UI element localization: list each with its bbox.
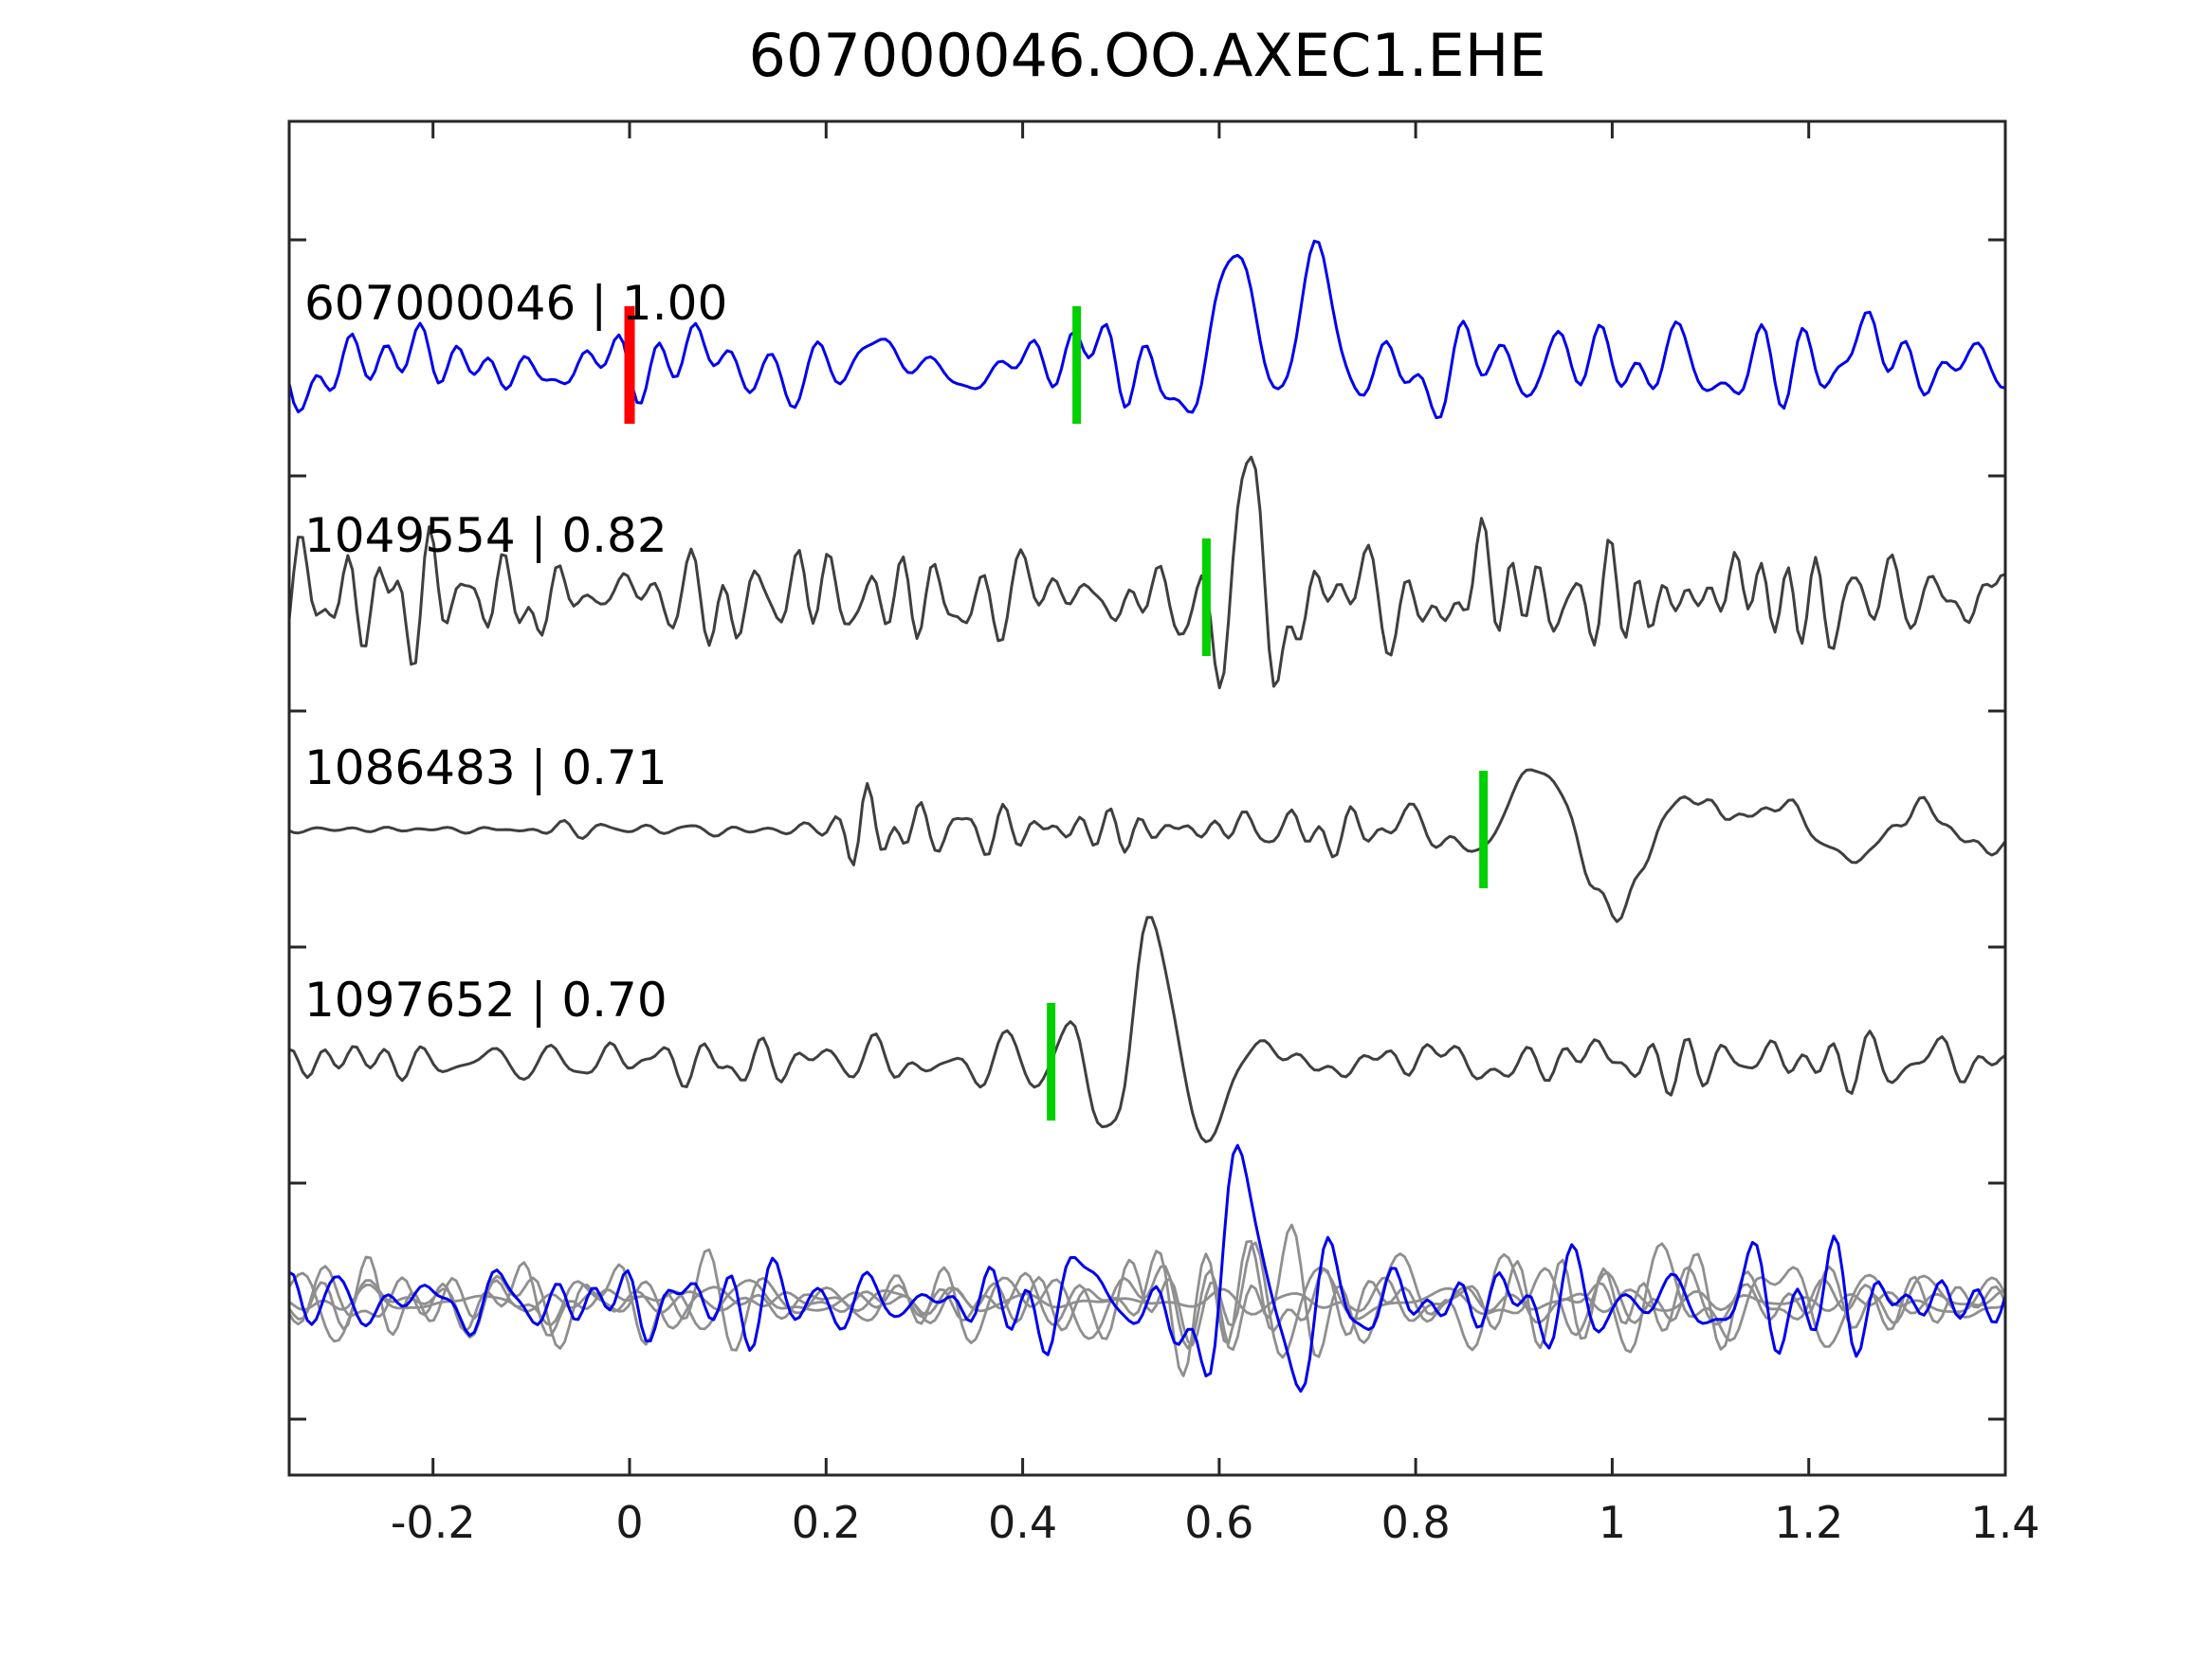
- traces-group: [289, 239, 2005, 1394]
- trace-label-detection-1: 1049554 | 0.82: [304, 508, 667, 563]
- x-tick-label: 1.2: [1774, 1497, 1844, 1548]
- x-tick-label: 0.2: [791, 1497, 861, 1548]
- waveform-trace: [289, 239, 2005, 420]
- x-tick-label: 0.8: [1380, 1497, 1451, 1548]
- waveform-canvas: [287, 119, 2007, 1477]
- plot-border: [287, 119, 2007, 1477]
- markers-group: [624, 306, 1489, 1121]
- axes-group: [287, 119, 2007, 1477]
- waveform-trace: [289, 768, 2005, 923]
- waveform-trace: [289, 455, 2005, 690]
- waveform-trace: [289, 916, 2005, 1143]
- trace-label-template: 607000046 | 1.00: [304, 276, 728, 331]
- waveform-plot: 607000046 | 1.00 1049554 | 0.82 1086483 …: [287, 119, 2040, 1544]
- waveform-trace: [289, 1241, 2005, 1359]
- x-tick-label: -0.2: [390, 1497, 476, 1548]
- x-tick-label: 0.6: [1184, 1497, 1254, 1548]
- x-tick-label: 1: [1598, 1497, 1627, 1548]
- x-tick-label: 0.4: [988, 1497, 1058, 1548]
- waveform-trace: [289, 1223, 2005, 1358]
- x-tick-label: 1.4: [1970, 1497, 2040, 1548]
- trace-label-detection-2: 1086483 | 0.71: [304, 740, 667, 795]
- figure-title: 607000046.OO.AXEC1.EHE: [748, 21, 1546, 90]
- trace-label-detection-3: 1097652 | 0.70: [304, 973, 667, 1028]
- waveform-trace: [289, 1143, 2005, 1394]
- waveform-trace: [289, 1240, 2005, 1377]
- x-tick-label: 0: [615, 1497, 644, 1548]
